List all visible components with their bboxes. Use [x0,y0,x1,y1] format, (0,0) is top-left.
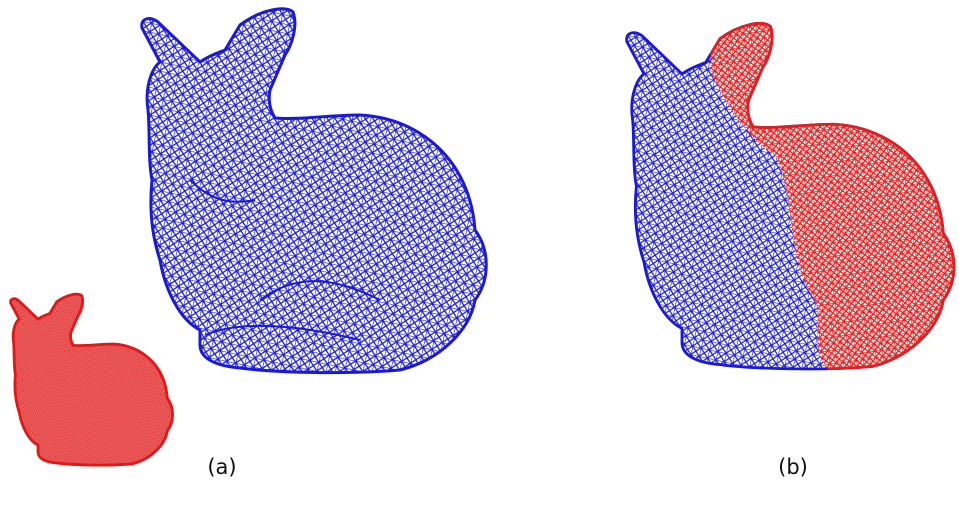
figure: (a) (b) [0,0,959,512]
page: (a) (b) (() => { const data = JSON.parse… [0,0,959,512]
blue-bunny [142,9,487,373]
panel-label: (a) [207,455,236,479]
panel-label: (b) [778,455,808,479]
red-bunny [11,294,173,465]
overlap-bunny [627,23,954,369]
